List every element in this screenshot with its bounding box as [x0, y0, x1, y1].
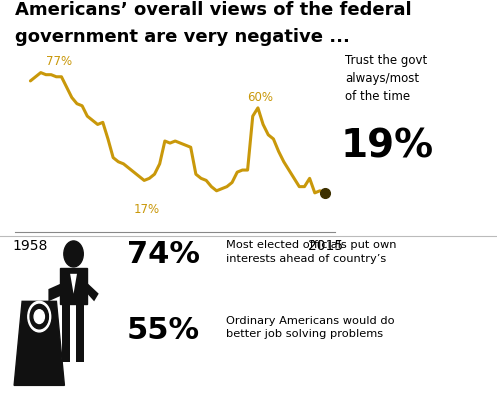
Text: 60%: 60%	[248, 91, 273, 104]
Polygon shape	[70, 274, 77, 294]
Polygon shape	[62, 304, 70, 362]
Text: 74%: 74%	[127, 240, 200, 269]
Text: Trust the govt
always/most
of the time: Trust the govt always/most of the time	[345, 54, 427, 102]
Polygon shape	[87, 283, 99, 301]
Polygon shape	[60, 268, 87, 304]
Circle shape	[28, 301, 51, 332]
Polygon shape	[14, 301, 65, 385]
Text: government are very negative ...: government are very negative ...	[15, 28, 350, 46]
Circle shape	[30, 304, 48, 329]
Polygon shape	[76, 304, 84, 362]
Text: Ordinary Americans would do
better job solving problems: Ordinary Americans would do better job s…	[226, 316, 395, 339]
Polygon shape	[48, 283, 62, 301]
Text: Americans’ overall views of the federal: Americans’ overall views of the federal	[15, 1, 412, 19]
Text: 19%: 19%	[340, 127, 433, 165]
Circle shape	[64, 241, 83, 267]
Text: 77%: 77%	[46, 56, 72, 68]
Circle shape	[34, 310, 44, 324]
Text: 55%: 55%	[127, 316, 200, 345]
Text: 17%: 17%	[134, 202, 160, 216]
Text: Most elected officials put own
interests ahead of country’s: Most elected officials put own interests…	[226, 240, 397, 264]
